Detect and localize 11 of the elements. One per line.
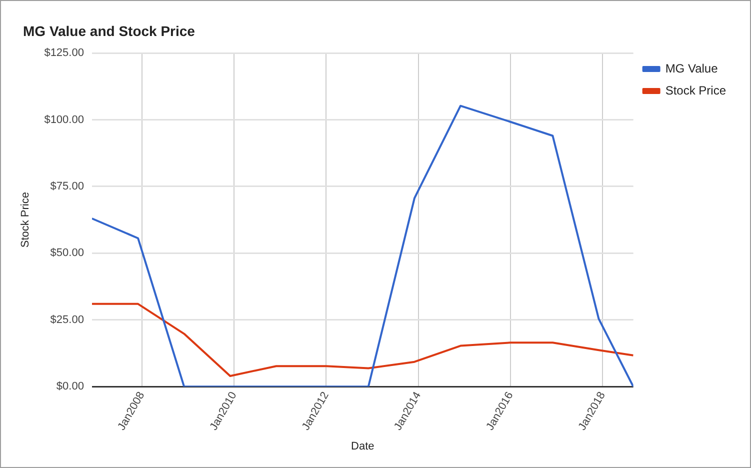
legend-label: MG Value [665,61,718,76]
y-tick-label: $25.00 [50,314,84,326]
y-tick-label: $100.00 [44,114,84,126]
y-tick-label: $50.00 [50,247,84,260]
y-axis-title: Stock Price [20,192,32,248]
y-tick-label: $0.00 [56,380,84,393]
x-axis-title: Date [351,440,374,452]
chart-title: MG Value and Stock Price [23,23,195,39]
y-tick-label: $75.00 [50,180,84,192]
legend-label: Stock Price [665,83,726,98]
y-tick-label: $125.00 [44,47,84,60]
